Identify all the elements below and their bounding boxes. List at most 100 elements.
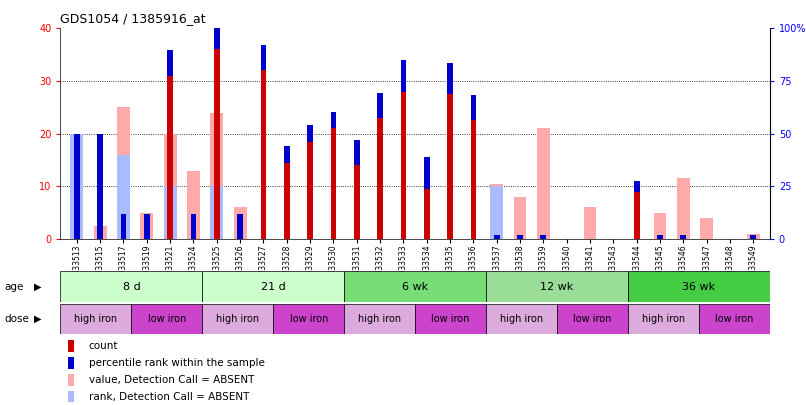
Bar xyxy=(121,214,127,239)
Bar xyxy=(260,70,266,239)
Bar xyxy=(677,178,690,239)
Bar xyxy=(330,111,336,128)
Bar xyxy=(344,304,415,334)
Bar xyxy=(60,304,131,334)
Bar xyxy=(517,235,523,239)
Text: high iron: high iron xyxy=(358,314,401,324)
Bar xyxy=(628,304,699,334)
Bar xyxy=(68,374,74,386)
Bar xyxy=(654,213,667,239)
Bar xyxy=(68,357,74,369)
Bar xyxy=(700,218,713,239)
Bar xyxy=(330,128,336,239)
Bar xyxy=(557,304,628,334)
Bar xyxy=(167,51,173,76)
Bar xyxy=(447,62,453,94)
Text: 21 d: 21 d xyxy=(261,281,285,292)
Bar xyxy=(344,271,486,302)
Bar xyxy=(284,146,289,163)
Bar xyxy=(513,197,526,239)
Text: low iron: low iron xyxy=(431,314,470,324)
Bar xyxy=(401,92,406,239)
Bar xyxy=(471,95,476,121)
Bar xyxy=(307,142,313,239)
Bar xyxy=(494,235,500,239)
Bar xyxy=(260,45,266,70)
Text: high iron: high iron xyxy=(500,314,543,324)
Bar xyxy=(634,192,640,239)
Bar xyxy=(202,304,273,334)
Bar xyxy=(486,271,628,302)
Bar xyxy=(214,49,220,239)
Text: ▶: ▶ xyxy=(34,281,41,292)
Bar xyxy=(634,181,640,192)
Bar xyxy=(202,271,344,302)
Text: 6 wk: 6 wk xyxy=(402,281,428,292)
Bar xyxy=(415,304,486,334)
Bar xyxy=(60,271,202,302)
Bar xyxy=(140,213,153,239)
Bar xyxy=(68,391,74,403)
Bar xyxy=(284,163,289,239)
Text: high iron: high iron xyxy=(74,314,118,324)
Bar xyxy=(354,165,359,239)
Bar xyxy=(471,121,476,239)
Text: high iron: high iron xyxy=(216,314,260,324)
Text: ▶: ▶ xyxy=(34,314,41,324)
Text: age: age xyxy=(4,281,23,292)
Bar xyxy=(210,113,223,239)
Bar xyxy=(747,234,760,239)
Bar xyxy=(424,189,430,239)
Bar xyxy=(210,186,223,239)
Text: low iron: low iron xyxy=(289,314,328,324)
Text: dose: dose xyxy=(4,314,29,324)
Bar xyxy=(98,134,103,239)
Text: low iron: low iron xyxy=(147,314,186,324)
Bar xyxy=(354,140,359,165)
Bar xyxy=(214,24,220,49)
Text: value, Detection Call = ABSENT: value, Detection Call = ABSENT xyxy=(89,375,254,385)
Bar xyxy=(93,226,106,239)
Bar xyxy=(74,134,80,239)
Bar xyxy=(68,340,74,352)
Bar xyxy=(234,207,247,239)
Bar xyxy=(70,144,83,239)
Bar xyxy=(447,94,453,239)
Bar xyxy=(167,76,173,239)
Text: rank, Detection Call = ABSENT: rank, Detection Call = ABSENT xyxy=(89,392,249,402)
Text: 12 wk: 12 wk xyxy=(540,281,574,292)
Bar xyxy=(699,304,770,334)
Text: high iron: high iron xyxy=(642,314,685,324)
Bar xyxy=(377,118,383,239)
Bar xyxy=(490,186,503,239)
Text: low iron: low iron xyxy=(715,314,754,324)
Text: 8 d: 8 d xyxy=(123,281,140,292)
Bar xyxy=(750,235,756,239)
Bar xyxy=(657,235,663,239)
Text: 36 wk: 36 wk xyxy=(682,281,716,292)
Bar xyxy=(584,207,596,239)
Bar xyxy=(541,235,546,239)
Bar xyxy=(490,184,503,239)
Bar xyxy=(273,304,344,334)
Text: low iron: low iron xyxy=(573,314,612,324)
Text: count: count xyxy=(89,341,118,351)
Bar xyxy=(401,60,406,92)
Bar xyxy=(70,134,83,239)
Bar xyxy=(164,134,177,239)
Bar xyxy=(377,93,383,118)
Text: GDS1054 / 1385916_at: GDS1054 / 1385916_at xyxy=(60,12,206,25)
Bar xyxy=(628,271,770,302)
Bar xyxy=(117,107,130,239)
Bar xyxy=(237,214,243,239)
Bar xyxy=(680,235,687,239)
Bar xyxy=(143,214,150,239)
Bar xyxy=(537,128,550,239)
Bar xyxy=(131,304,202,334)
Bar xyxy=(307,125,313,142)
Bar xyxy=(164,186,177,239)
Bar xyxy=(117,155,130,239)
Bar xyxy=(486,304,557,334)
Bar xyxy=(424,158,430,189)
Bar xyxy=(187,171,200,239)
